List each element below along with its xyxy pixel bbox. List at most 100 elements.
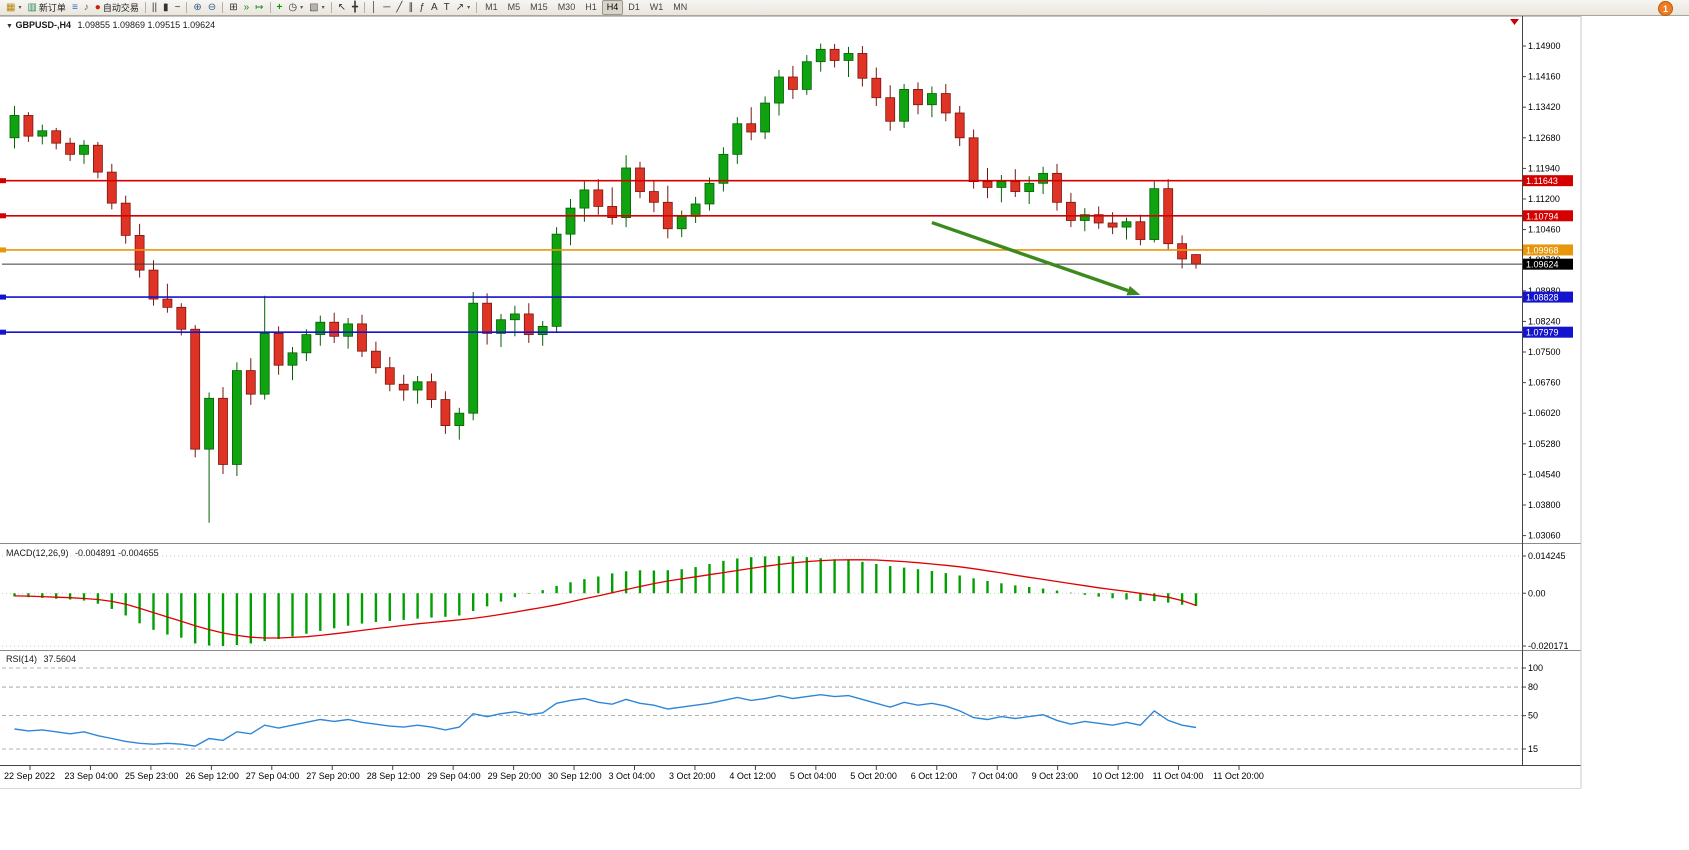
zoom-out-button[interactable]: ⊖ (205, 1, 219, 15)
timeframe-m30[interactable]: M30 (557, 2, 576, 12)
trendline-button[interactable]: ╱ (393, 1, 405, 15)
svg-text:23 Sep 04:00: 23 Sep 04:00 (64, 771, 118, 781)
cursor-button[interactable]: ↖ (335, 1, 349, 15)
timeframe-mn[interactable]: MN (673, 2, 688, 12)
periods-icon: ◷ (288, 1, 298, 13)
symbol-period-label: GBPUSD-,H4 (15, 20, 71, 30)
time-axis[interactable]: 22 Sep 2022 23 Sep 04:00 25 Sep 23:00 26 Se… (4, 766, 1264, 781)
svg-text:1.11940: 1.11940 (1528, 163, 1560, 173)
horizontal-line-1.09968[interactable]: 1.09968 (0, 244, 1573, 256)
autotrading-button[interactable]: ● 自动交易 (92, 1, 142, 15)
arrows-icon: ↗ (455, 1, 465, 13)
tile-windows-button[interactable]: ⊞ (226, 1, 240, 15)
svg-text:5 Oct 20:00: 5 Oct 20:00 (850, 771, 897, 781)
notifications-badge[interactable]: 1 (1658, 1, 1673, 16)
text-button[interactable]: A (428, 1, 441, 15)
chart-shift-button[interactable]: ↦ (252, 1, 266, 15)
fibonacci-button[interactable]: ƒ (416, 1, 428, 15)
crosshair-button[interactable]: ╋ (349, 1, 361, 15)
channel-button[interactable]: ∥ (405, 1, 416, 15)
svg-text:1.11643: 1.11643 (1526, 176, 1558, 186)
new-chart-icon: ▦ (6, 1, 16, 13)
auto-scroll-button[interactable]: » (241, 1, 253, 15)
ohlc-values-label: 1.09855 1.09869 1.09515 1.09624 (77, 20, 216, 30)
autotrading-button-label: 自动交易 (102, 2, 139, 13)
sound-button[interactable]: ♪ (81, 1, 92, 15)
horizontal-line-1.07979[interactable]: 1.07979 (0, 326, 1573, 338)
scroll-indicator-icon[interactable] (1510, 19, 1519, 25)
symbol-collapse-icon[interactable]: ▼ (6, 23, 13, 30)
zoom-in-button[interactable]: ⊕ (190, 1, 204, 15)
line-chart-icon: ~ (174, 1, 181, 13)
horizontal-line-button[interactable]: ─ (380, 1, 393, 15)
svg-text:1.08980: 1.08980 (1528, 286, 1561, 296)
macd-histogram (13, 556, 1198, 647)
svg-text:7 Oct 04:00: 7 Oct 04:00 (971, 771, 1018, 781)
line-chart-button[interactable]: ~ (172, 1, 184, 15)
dropdown-caret-icon: ▾ (300, 5, 304, 11)
timeframe-h1[interactable]: H1 (585, 2, 597, 12)
svg-text:30 Sep 12:00: 30 Sep 12:00 (548, 771, 602, 781)
toolbar-separator (330, 2, 332, 13)
timeframe-m1[interactable]: M1 (485, 2, 498, 12)
horizontal-line-1.10794[interactable]: 1.10794 (0, 210, 1573, 222)
toolbar-separator (476, 2, 478, 13)
horizontal-line-1.08828[interactable]: 1.08828 (0, 291, 1573, 303)
svg-text:1.13420: 1.13420 (1528, 102, 1561, 112)
autotrading-icon: ● (94, 1, 101, 13)
indicators-icon: + (276, 1, 283, 13)
toolbar-separator (144, 2, 146, 13)
arrows-button[interactable]: ↗ ▾ (453, 1, 473, 15)
svg-text:3 Oct 20:00: 3 Oct 20:00 (669, 771, 716, 781)
svg-text:1.06760: 1.06760 (1528, 378, 1561, 388)
zoom-in-icon: ⊕ (193, 1, 202, 13)
svg-text:5 Oct 04:00: 5 Oct 04:00 (790, 771, 837, 781)
svg-text:3 Oct 04:00: 3 Oct 04:00 (609, 771, 656, 781)
svg-text:25 Sep 23:00: 25 Sep 23:00 (125, 771, 179, 781)
price-tag-1.08828: 1.08828 (1523, 291, 1573, 303)
svg-text:1.14160: 1.14160 (1528, 72, 1561, 82)
svg-text:28 Sep 12:00: 28 Sep 12:00 (367, 771, 421, 781)
timeframe-m5[interactable]: M5 (507, 2, 521, 12)
market-watch-button[interactable]: ≡ (69, 1, 81, 15)
indicators-button[interactable]: + (274, 1, 286, 15)
fibonacci-icon: ƒ (419, 1, 425, 13)
svg-text:15: 15 (1528, 744, 1538, 754)
toolbar-separator (364, 2, 366, 13)
toolbar-separator (222, 2, 224, 13)
periods-button[interactable]: ◷ ▾ (285, 1, 306, 15)
timeframe-w1[interactable]: W1 (649, 2, 664, 12)
new-order-button[interactable]: ▥ 新订单 (24, 1, 68, 15)
price-tag-1.07979: 1.07979 (1523, 326, 1573, 338)
label-button[interactable]: T (441, 1, 453, 15)
templates-button[interactable]: ▧ ▾ (306, 1, 327, 15)
dropdown-caret-icon: ▾ (467, 5, 471, 11)
candlestick-chart-button[interactable]: ▮ (160, 1, 172, 15)
vertical-line-button[interactable]: │ (368, 1, 380, 15)
svg-text:6 Oct 12:00: 6 Oct 12:00 (911, 771, 958, 781)
timeframe-m15[interactable]: M15 (530, 2, 548, 12)
svg-text:1.06020: 1.06020 (1528, 408, 1561, 418)
bar-chart-button[interactable]: || (149, 1, 160, 15)
channel-icon: ∥ (408, 1, 414, 13)
svg-text:1.12680: 1.12680 (1528, 133, 1561, 143)
rsi-label: RSI(14) (6, 654, 38, 664)
svg-text:0.00: 0.00 (1528, 588, 1546, 598)
svg-text:1.07979: 1.07979 (1526, 328, 1559, 338)
timeframe-d1[interactable]: D1 (628, 2, 640, 12)
horizontal-line-1.11643[interactable]: 1.11643 (0, 175, 1573, 187)
svg-text:1.08240: 1.08240 (1528, 316, 1561, 326)
macd-header: MACD(12,26,9) -0.004891 -0.004655 (6, 548, 159, 558)
new-order-icon: ▥ (27, 1, 37, 13)
svg-text:29 Sep 20:00: 29 Sep 20:00 (488, 771, 542, 781)
sound-icon: ♪ (83, 1, 89, 13)
trend-arrow[interactable] (931, 220, 1141, 296)
svg-text:100: 100 (1528, 663, 1543, 673)
market-watch-icon: ≡ (71, 1, 78, 13)
svg-text:1.07500: 1.07500 (1528, 347, 1561, 357)
price-axis[interactable]: 1.14900 1.14160 1.13420 1.12680 1.11940 1.112… (1522, 41, 1561, 541)
timeframe-h4[interactable]: H4 (601, 0, 624, 15)
vertical-line-icon: │ (371, 1, 378, 13)
new-chart-button[interactable]: ▦ ▾ (3, 1, 24, 15)
